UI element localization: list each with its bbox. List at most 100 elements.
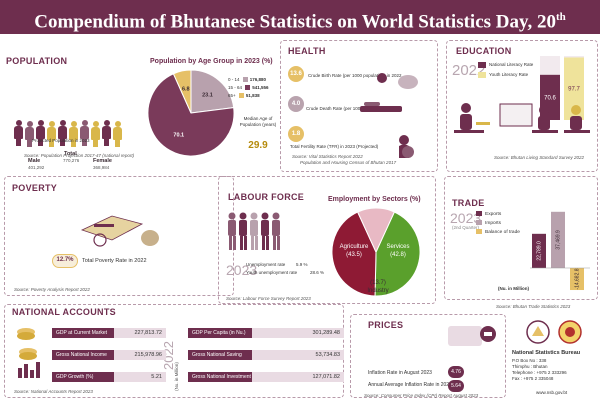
worker-leg (277, 236, 280, 250)
national-accounts-row-value: 215,978.96 (134, 352, 162, 358)
fertility-rate-badge: 1.8 (288, 126, 304, 142)
total-value: 770,276 (63, 158, 80, 163)
population-people-icon (14, 120, 132, 160)
trade-legend-label: Imports (485, 221, 501, 226)
age-group-legend: 0 - 14 176,880 15 - 64 541,556 65+ 51,838 (228, 76, 278, 100)
female-value: 368,984 (93, 165, 110, 170)
labour-title: LABOUR FORCE (228, 192, 305, 202)
age-group-legend-item: 65+ 51,838 (228, 92, 278, 100)
worker-body (239, 220, 247, 236)
person-icon (102, 120, 111, 146)
age-group-legend-value: 541,556 (252, 85, 269, 90)
worker-head (250, 212, 258, 220)
age-group-slice-label: 23.1 (202, 92, 213, 98)
national-accounts-title: NATIONAL ACCOUNTS (12, 307, 116, 317)
education-source: Source: Bhutan Living Standard Survey 20… (494, 155, 585, 160)
national-accounts-row-value: 227,813.72 (134, 330, 162, 336)
youth-unemployment-value: 28.6 % (310, 270, 325, 275)
legend-youth-literacy-swatch (478, 72, 486, 78)
sector-slice (374, 211, 421, 297)
age-group-legend-label: 0 - 14 (228, 77, 241, 82)
birth-rate-badge: 13.6 (288, 66, 304, 82)
national-accounts-row-label: Gross National Investment (188, 372, 252, 382)
labour-workers-icon (228, 212, 280, 250)
trade-legend: Exports Imports Balance of trade (476, 210, 536, 237)
legend-literacy-swatch (478, 62, 486, 68)
national-accounts-row-label: Gross National Income (GNI) (52, 350, 114, 368)
national-accounts-row-value: 5.21 (151, 374, 162, 380)
health-section (280, 40, 438, 172)
worker-body (272, 220, 280, 236)
national-accounts-row-value: 127,071.82 (312, 374, 340, 380)
age-group-legend-item: 15 - 64 541,556 (228, 84, 278, 92)
worker-leg (240, 236, 243, 250)
national-accounts-row-label: GDP Per Capita (in Nu.) (188, 328, 252, 338)
trade-unit: (Nu. in Million) (498, 286, 529, 291)
national-accounts-row-label: GDP Growth (%) (52, 372, 114, 382)
worker-head (239, 212, 247, 220)
nsb-contact-block: National Statistics Bureau P.O Box No : … (510, 320, 598, 396)
person-icon (80, 120, 89, 146)
age-group-legend-label: 15 - 64 (228, 85, 244, 90)
sector-title: Employment by Sectors (%) (328, 196, 421, 203)
trade-bar (532, 233, 546, 268)
poverty-rate-badge: 12.7% (52, 254, 78, 268)
legend-youth-literacy: Youth Literacy Rate (489, 72, 529, 77)
sector-name-label: Agriculture (340, 244, 369, 250)
prices-illustration-icon (448, 326, 496, 346)
trade-bar (551, 211, 565, 268)
national-accounts-row-label: GDP at Current Market Price (52, 328, 114, 346)
person-icon (113, 121, 122, 148)
national-accounts-row-value: 301,289.48 (312, 330, 340, 336)
sector-name-label: (13.7) (370, 280, 386, 286)
person-icon (25, 121, 34, 148)
age-group-legend-value: 51,838 (245, 93, 260, 98)
literacy-bar-label: 70.6 (544, 95, 556, 101)
sector-value-label: (42.8) (390, 252, 406, 258)
worker-leg (262, 236, 265, 250)
sector-pie: Agriculture (43.5) Services (42.8) (13.7) Ind… (331, 207, 421, 297)
prices-title: PRICES (368, 320, 404, 330)
page-title: Compendium of Bhutanese Statistics on Wo… (0, 0, 600, 66)
nsb-address-line-1: P.O Box No : 338 (512, 358, 547, 363)
age-group-slice (190, 69, 235, 114)
worker-leg (233, 236, 236, 250)
inflation-august-label: Inflation Rate in August 2023 (368, 370, 432, 376)
national-accounts-row-track (252, 350, 344, 360)
national-accounts-unit: (Nu. in Million) (173, 362, 179, 391)
worker-head (228, 212, 236, 220)
death-rate-label: Crude Death Rate (per 1000 population) i… (306, 106, 403, 111)
death-rate-badge: 4.0 (288, 96, 304, 112)
worker-head (261, 212, 269, 220)
trade-legend-item: Exports (476, 210, 536, 219)
trade-bar-label: -14,682.8 (574, 268, 580, 289)
sector-name-label: Services (386, 244, 409, 250)
fertility-rate-label: Total Fertility Rate (TFR) in 2023 (Proj… (290, 144, 379, 149)
national-emblem-icon (558, 320, 582, 344)
worker-leg (229, 236, 232, 250)
trade-year-note: (2nd Quarter) (452, 225, 480, 230)
unemployment-label: Unemployment rate (246, 262, 286, 267)
population-title: POPULATION (6, 56, 68, 66)
health-illustration-icon (360, 73, 418, 158)
age-group-legend-swatch (238, 93, 244, 99)
inflation-annual-value: 5.64 (448, 380, 464, 392)
inflation-annual-label: Annual Average Inflation Rate in 2022 (368, 382, 452, 388)
trade-section (444, 176, 598, 300)
nsb-website-link[interactable]: www.nsb.gov.bt (536, 390, 568, 395)
sector-slice (331, 211, 377, 297)
labour-section (218, 176, 436, 304)
male-value: 401,292 (28, 165, 45, 170)
national-accounts-row-track (252, 372, 344, 382)
literacy-bar-label: 97.7 (568, 87, 580, 93)
age-group-legend-swatch (242, 77, 248, 83)
education-title: EDUCATION (456, 46, 512, 56)
person-icon (91, 120, 100, 147)
trade-legend-swatch (476, 220, 482, 226)
education-year: 2022 (452, 62, 486, 79)
prices-section (350, 314, 506, 398)
age-group-legend-label: 65+ (228, 93, 237, 98)
worker-leg (266, 236, 269, 250)
sector-value-label: (43.5) (346, 252, 362, 258)
poverty-illustration-icon (80, 215, 159, 247)
